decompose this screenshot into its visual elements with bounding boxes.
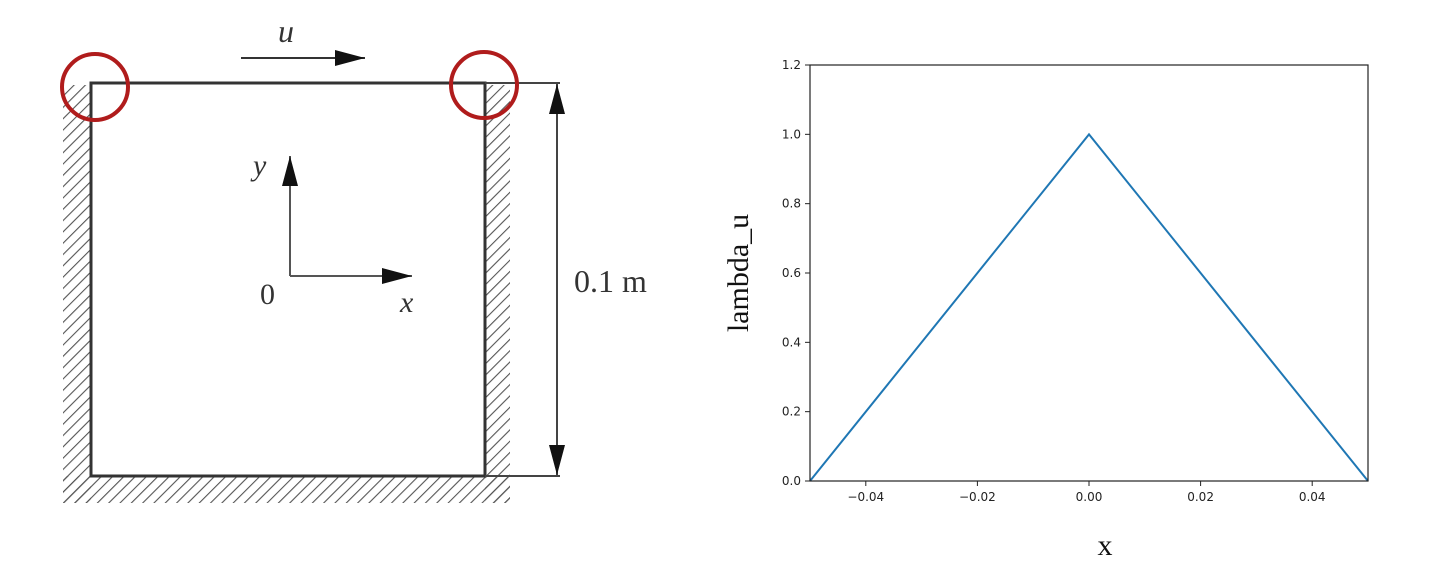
y-tick-label: 0.4 [782, 335, 801, 349]
dimension-label: 0.1 m [574, 263, 647, 299]
highlight-circle-top-right [449, 50, 519, 120]
x-tick-label: −0.04 [847, 490, 884, 504]
x-tick-label: 0.04 [1299, 490, 1326, 504]
cavity-box [89, 81, 487, 478]
x-axis-title: x [1098, 529, 1113, 562]
y-axis-title: lambda_u [722, 214, 755, 332]
y-tick-label: 1.2 [782, 58, 801, 72]
lid-velocity-label: u [278, 13, 294, 49]
bottom-wall-hatch [63, 476, 510, 503]
series-line [809, 132, 1369, 482]
lambda-u-chart: −0.04 −0.02 0.00 0.02 0.04 0.0 0.2 0.4 0.6 0.8 1.… [722, 58, 1369, 562]
x-axis-label: x [399, 286, 414, 319]
x-tick-label: −0.02 [959, 490, 996, 504]
origin-label: 0 [260, 278, 275, 311]
plot-frame [809, 64, 1369, 482]
left-wall-hatch [63, 85, 91, 503]
y-axis-label: y [250, 149, 267, 182]
y-tick-label: 0.8 [782, 197, 801, 211]
x-tick-label: 0.02 [1187, 490, 1214, 504]
y-tick-label: 0.0 [782, 474, 801, 488]
y-tick-label: 0.2 [782, 405, 801, 419]
right-wall-hatch [485, 85, 510, 503]
cavity-diagram: u 0.1 m y 0 x [60, 13, 647, 503]
highlight-circle-top-left [60, 52, 130, 122]
y-tick-label: 0.6 [782, 266, 801, 280]
y-tick-label: 1.0 [782, 127, 801, 141]
x-tick-label: 0.00 [1076, 490, 1103, 504]
